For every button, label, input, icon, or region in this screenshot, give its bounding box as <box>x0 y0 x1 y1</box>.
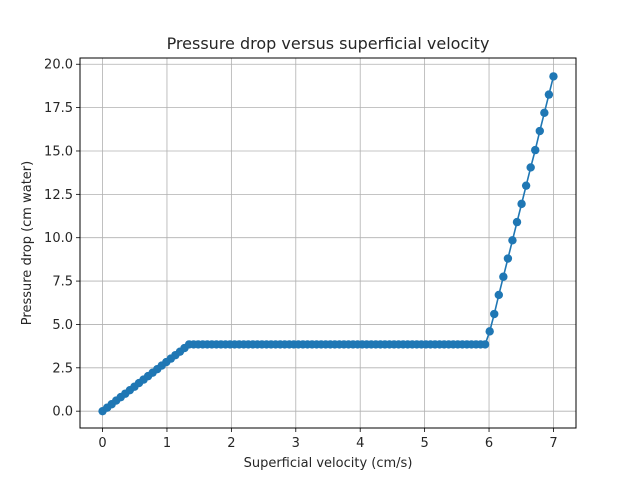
x-tick-label: 2 <box>227 436 235 451</box>
y-tick-label: 17.5 <box>44 101 73 116</box>
data-point <box>485 327 494 336</box>
data-point <box>535 126 544 136</box>
data-point <box>531 145 540 155</box>
data-point <box>490 309 499 319</box>
x-tick-label: 7 <box>549 436 557 451</box>
data-point <box>512 217 522 227</box>
y-tick-label: 7.5 <box>52 275 73 290</box>
x-tick-label: 3 <box>292 436 300 451</box>
data-point <box>526 163 535 172</box>
y-tick-label: 5.0 <box>52 318 73 333</box>
x-tick-label: 5 <box>420 436 428 451</box>
data-point <box>480 340 490 349</box>
plot-area <box>98 72 558 416</box>
data-point <box>521 181 531 190</box>
y-tick-label: 0.0 <box>52 405 73 420</box>
x-tick-label: 1 <box>163 436 171 451</box>
data-point <box>508 236 517 245</box>
grid <box>80 58 576 428</box>
chart-title: Pressure drop versus superficial velocit… <box>167 34 490 53</box>
x-axis: 0 1 2 3 4 5 6 7 <box>98 428 558 451</box>
y-axis-label: Pressure drop (cm water) <box>20 161 35 325</box>
y-tick-label: 20.0 <box>44 58 73 73</box>
data-point <box>499 272 508 281</box>
x-tick-label: 0 <box>98 436 106 451</box>
y-tick-label: 15.0 <box>44 144 73 159</box>
data-point <box>517 199 526 209</box>
y-tick-label: 2.5 <box>52 361 73 376</box>
data-point <box>544 90 554 99</box>
data-point <box>540 108 549 118</box>
y-tick-label: 12.5 <box>44 188 73 203</box>
x-axis-label: Superficial velocity (cm/s) <box>244 456 413 471</box>
y-tick-label: 10.0 <box>44 231 73 246</box>
axes-frame <box>79 57 577 429</box>
data-point <box>494 290 503 300</box>
x-tick-label: 4 <box>356 436 364 451</box>
data-point <box>503 254 513 263</box>
x-tick-label: 6 <box>485 436 493 451</box>
data-point <box>549 72 558 81</box>
y-axis: 0.0 2.5 5.0 7.5 10.0 12.5 15.0 17.5 20.0 <box>44 58 80 420</box>
